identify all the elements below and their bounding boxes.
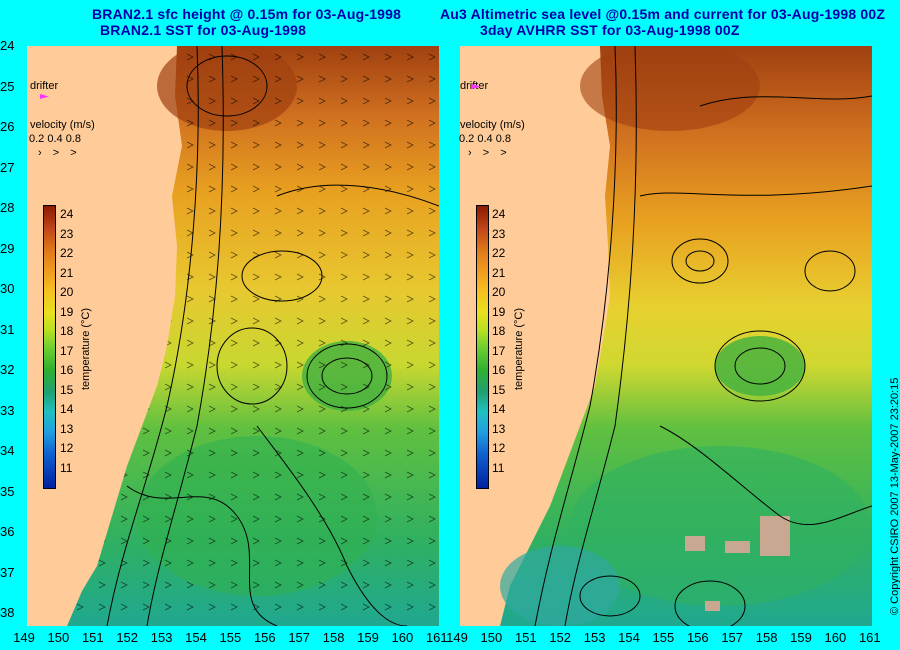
latitude-label: 32 <box>0 362 15 377</box>
latitude-label: 38 <box>0 605 15 620</box>
colorbar-tick-label: 13 <box>60 421 74 436</box>
left-colorbar <box>43 205 56 489</box>
longitude-label: 153 <box>583 630 606 645</box>
colorbar-tick-label: 13 <box>492 421 506 436</box>
colorbar-tick-label: 21 <box>60 265 74 280</box>
left-sst-field <box>67 46 439 626</box>
longitude-label: 161 <box>425 630 448 645</box>
colorbar-tick-label: 11 <box>60 460 73 475</box>
left-colorbar-title: temperature (°C) <box>80 307 92 390</box>
right-colorbar-title: temperature (°C) <box>513 307 525 390</box>
latitude-label: 37 <box>0 564 15 580</box>
colorbar-tick-label: 15 <box>60 382 74 397</box>
longitude-label: 151 <box>81 630 104 645</box>
colorbar-tick-label: 20 <box>60 285 74 299</box>
colorbar-tick-label: 22 <box>60 246 74 260</box>
left-title-line2: BRAN2.1 SST for 03-Aug-1998 <box>100 22 307 38</box>
left-velocity-title: velocity (m/s) <box>30 119 95 131</box>
left-velocity-values: 0.2 0.4 0.8 <box>29 133 81 145</box>
longitude-label: 155 <box>652 630 675 645</box>
longitude-label: 149 <box>13 630 35 645</box>
right-title-line1: Au3 Altimetric sea level @0.15m and curr… <box>440 6 886 22</box>
colorbar-tick-label: 16 <box>60 363 74 377</box>
right-title-line2: 3day AVHRR SST for 03-Aug-1998 00Z <box>480 22 740 38</box>
longitude-label: 156 <box>686 630 709 645</box>
colorbar-tick-label: 23 <box>492 226 506 241</box>
latitude-label: 24 <box>0 38 15 53</box>
longitude-label: 150 <box>480 630 503 645</box>
latitude-label: 35 <box>0 483 15 499</box>
latitude-label: 31 <box>0 321 15 337</box>
colorbar-tick-label: 23 <box>60 226 74 241</box>
colorbar-tick-label: 11 <box>492 460 505 475</box>
left-velocity-arrows: › > > <box>38 147 81 159</box>
colorbar-tick-label: 24 <box>492 207 506 221</box>
right-velocity-arrows: › > > <box>468 147 511 159</box>
longitude-label: 152 <box>116 630 139 645</box>
right-drifter-icon <box>472 84 481 89</box>
right-sst-field <box>500 46 872 626</box>
colorbar-tick-label: 17 <box>60 343 74 358</box>
colorbar-tick-label: 21 <box>492 265 506 280</box>
colorbar-tick-label: 22 <box>492 246 506 260</box>
colorbar-tick-label: 18 <box>60 324 74 338</box>
colorbar-tick-label: 14 <box>60 402 74 416</box>
latitude-label: 36 <box>0 524 15 539</box>
longitude-label: 154 <box>185 630 207 645</box>
longitude-label: 158 <box>322 630 345 645</box>
left-title-line1: BRAN2.1 sfc height @ 0.15m for 03-Aug-19… <box>92 6 402 22</box>
colorbar-tick-label: 19 <box>492 304 506 319</box>
latitude-label: 30 <box>0 281 15 296</box>
latitude-label: 29 <box>0 240 15 256</box>
right-velocity-title: velocity (m/s) <box>460 119 525 131</box>
longitude-label: 160 <box>824 630 847 645</box>
colorbar-tick-label: 15 <box>492 382 506 397</box>
latitude-label: 25 <box>0 78 15 94</box>
longitude-label: 157 <box>721 630 744 645</box>
copyright-notice: © Copyright CSIRO 2007 13-May-2007 23:20… <box>889 377 900 615</box>
colorbar-tick-label: 19 <box>60 304 74 319</box>
latitude-label: 27 <box>0 159 15 175</box>
longitude-label: 149 <box>446 630 468 645</box>
left-map-panel <box>27 46 439 626</box>
colorbar-tick-label: 17 <box>492 343 506 358</box>
latitude-label: 26 <box>0 119 15 134</box>
longitude-label: 158 <box>755 630 778 645</box>
longitude-label: 155 <box>219 630 242 645</box>
left-drifter-icon <box>40 94 49 99</box>
colorbar-tick-label: 16 <box>492 363 506 377</box>
longitude-label: 157 <box>288 630 311 645</box>
colorbar-tick-label: 24 <box>60 207 74 221</box>
latitude-label: 28 <box>0 200 15 215</box>
latitude-label: 34 <box>0 443 15 458</box>
right-colorbar <box>476 205 489 489</box>
longitude-label: 150 <box>47 630 70 645</box>
colorbar-tick-label: 20 <box>492 285 506 299</box>
left-drifter-label: drifter <box>30 80 59 92</box>
colorbar-tick-label: 14 <box>492 402 506 416</box>
longitude-label: 161 <box>858 630 881 645</box>
longitude-label: 159 <box>790 630 812 645</box>
longitude-label: 152 <box>549 630 572 645</box>
latitude-label: 33 <box>0 402 15 418</box>
colorbar-tick-label: 18 <box>492 324 506 338</box>
longitude-label: 156 <box>253 630 276 645</box>
colorbar-tick-label: 12 <box>60 441 74 455</box>
longitude-label: 160 <box>391 630 414 645</box>
longitude-label: 151 <box>514 630 537 645</box>
right-velocity-values: 0.2 0.4 0.8 <box>459 133 511 145</box>
longitude-label: 159 <box>357 630 379 645</box>
longitude-label: 154 <box>618 630 640 645</box>
longitude-label: 153 <box>150 630 173 645</box>
colorbar-tick-label: 12 <box>492 441 506 455</box>
right-map-panel <box>460 46 872 626</box>
